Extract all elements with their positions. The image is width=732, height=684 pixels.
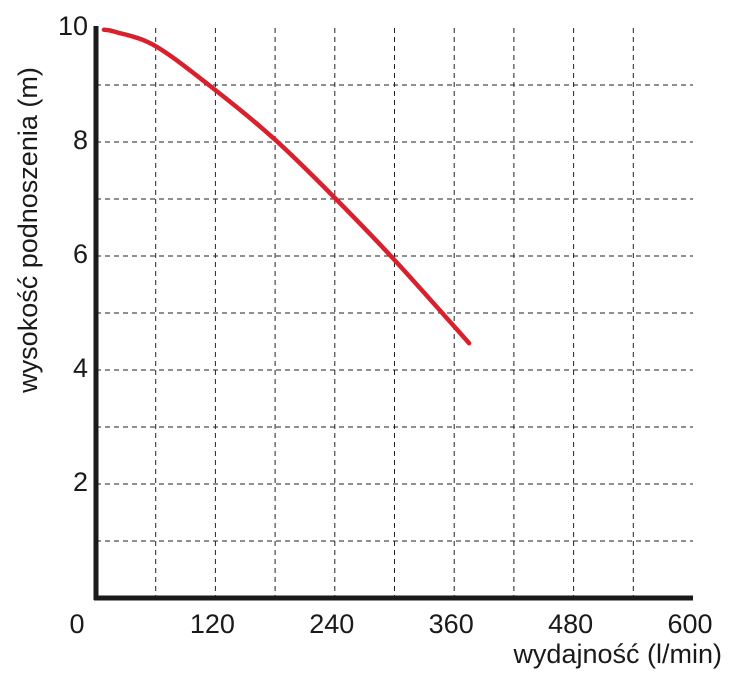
- y-tick-label: 4: [73, 353, 88, 383]
- x-tick-label: 360: [429, 609, 474, 639]
- x-tick-label: 240: [309, 609, 354, 639]
- y-axis-label: wysokość podnoszenia (m): [13, 67, 43, 394]
- x-axis-label: wydajność (l/min): [512, 639, 722, 669]
- y-tick-label: 10: [58, 11, 88, 41]
- y-tick-label: 2: [73, 467, 88, 497]
- x-tick-label: 480: [548, 609, 593, 639]
- x-tick-label: 120: [190, 609, 235, 639]
- curve: [101, 27, 472, 346]
- x-tick-label: 600: [667, 609, 712, 639]
- y-tick-label: 6: [73, 239, 88, 269]
- y-tick-label: 8: [73, 125, 88, 155]
- x-tick-label: 0: [69, 609, 84, 639]
